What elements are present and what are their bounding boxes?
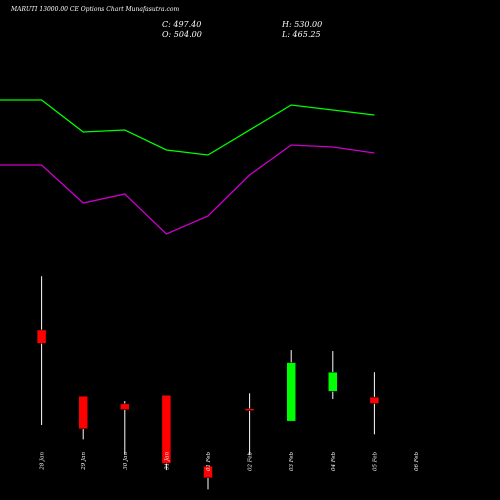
candle-body bbox=[286, 362, 296, 422]
x-tick-label: 04 Feb bbox=[331, 452, 337, 472]
candle-body bbox=[36, 329, 47, 344]
x-tick-label: 29 Jan bbox=[81, 452, 87, 471]
candle-body bbox=[78, 395, 88, 430]
candle-body bbox=[120, 403, 130, 410]
x-tick-label: 01 Feb bbox=[206, 452, 212, 472]
x-tick-label: 28 Jan bbox=[40, 452, 46, 471]
x-tick-label: 03 Feb bbox=[289, 452, 295, 472]
open-value: O: 504.00 bbox=[162, 30, 202, 39]
candle-body bbox=[328, 371, 338, 392]
candle-body bbox=[369, 396, 380, 404]
candle-body bbox=[203, 466, 213, 479]
x-tick-label: 06 Feb bbox=[414, 452, 420, 472]
chart-title: MARUTI 13000.00 CE Options Chart Munafas… bbox=[11, 6, 180, 13]
low-value: L: 465.25 bbox=[282, 30, 321, 39]
x-tick-label: 02 Feb bbox=[248, 452, 254, 472]
indicator-line-1 bbox=[0, 99, 375, 156]
x-tick-label: 05 Feb bbox=[372, 452, 378, 472]
close-value: C: 497.40 bbox=[162, 20, 202, 29]
x-tick-label: 31 Jan bbox=[164, 452, 170, 470]
indicator-line-2 bbox=[0, 144, 375, 235]
x-tick-label: 30 Jan bbox=[123, 452, 129, 470]
candle-body bbox=[244, 408, 255, 411]
candle-body bbox=[161, 394, 172, 464]
high-value: H: 530.00 bbox=[282, 20, 323, 29]
